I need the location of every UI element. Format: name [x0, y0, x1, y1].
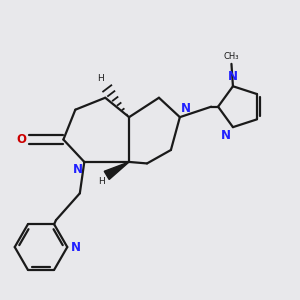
Text: CH₃: CH₃: [224, 52, 239, 61]
Polygon shape: [104, 162, 129, 179]
Text: N: N: [73, 164, 83, 176]
Text: N: N: [182, 102, 191, 115]
Text: H: H: [97, 74, 104, 83]
Text: H: H: [98, 177, 105, 186]
Text: N: N: [228, 70, 238, 83]
Text: N: N: [71, 241, 81, 254]
Text: O: O: [16, 133, 26, 146]
Text: N: N: [220, 129, 231, 142]
